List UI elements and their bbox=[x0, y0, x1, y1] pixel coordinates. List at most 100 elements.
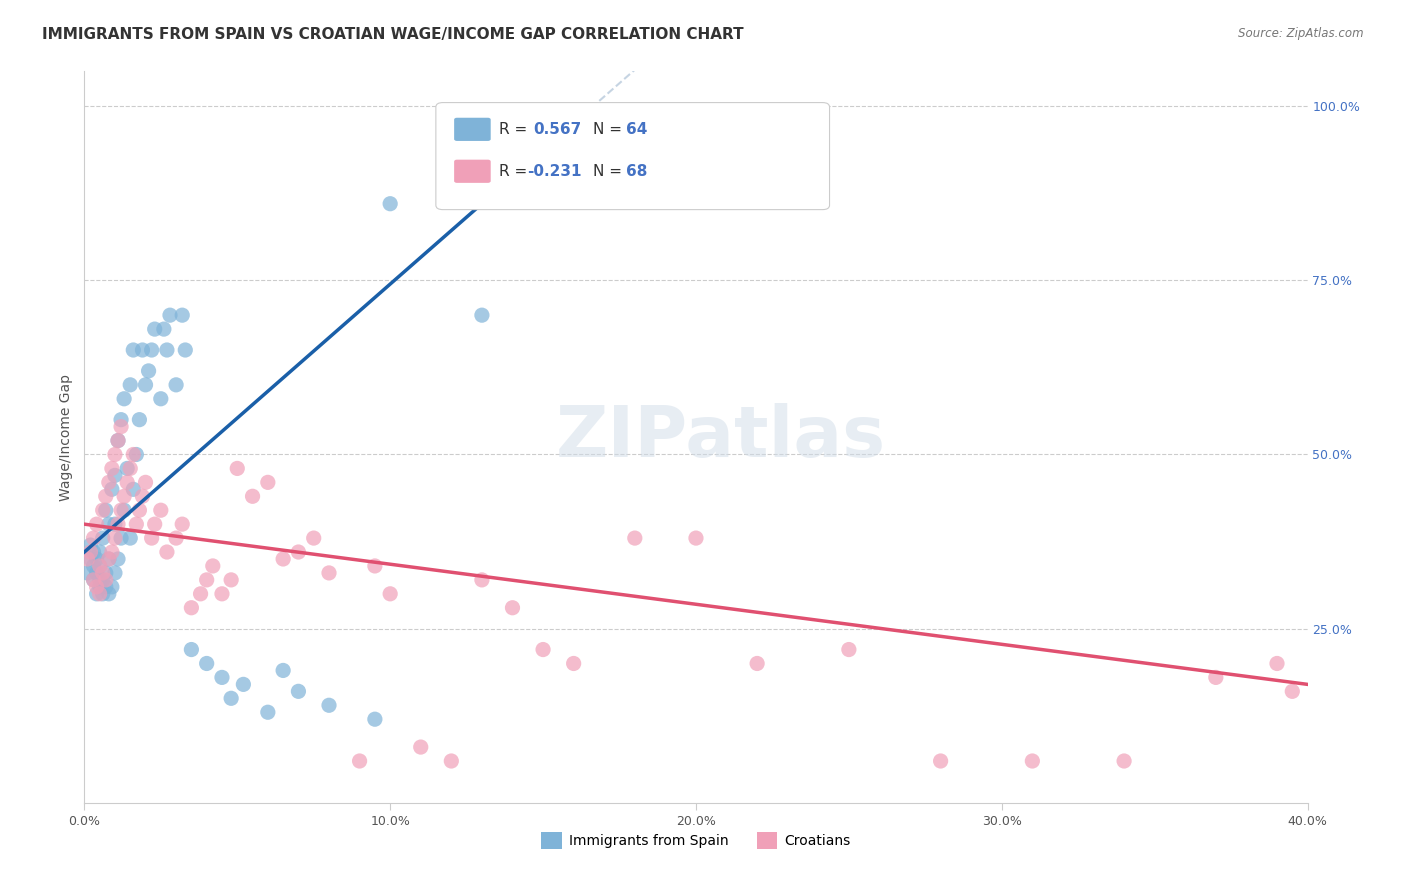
Point bbox=[104, 566, 127, 580]
Point bbox=[122, 448, 145, 462]
Point bbox=[380, 196, 402, 211]
Point bbox=[318, 698, 340, 713]
Point bbox=[219, 573, 242, 587]
Text: N =: N = bbox=[593, 122, 627, 136]
Point bbox=[76, 566, 98, 580]
Point bbox=[153, 322, 176, 336]
Point bbox=[97, 517, 120, 532]
Text: 68: 68 bbox=[626, 164, 647, 178]
Point bbox=[135, 475, 157, 490]
Point bbox=[128, 412, 150, 426]
Point bbox=[89, 545, 111, 559]
Point bbox=[91, 503, 114, 517]
Point bbox=[112, 503, 135, 517]
Point bbox=[226, 461, 249, 475]
Point bbox=[190, 587, 212, 601]
Point bbox=[232, 677, 254, 691]
Point bbox=[110, 419, 132, 434]
Point bbox=[380, 587, 402, 601]
Point bbox=[115, 475, 138, 490]
Point bbox=[83, 573, 105, 587]
Text: R =: R = bbox=[499, 164, 537, 178]
Point bbox=[287, 684, 309, 698]
Point bbox=[107, 517, 129, 532]
Text: Source: ZipAtlas.com: Source: ZipAtlas.com bbox=[1239, 27, 1364, 40]
Point bbox=[76, 552, 98, 566]
Legend: Immigrants from Spain, Croatians: Immigrants from Spain, Croatians bbox=[536, 826, 856, 855]
Point bbox=[143, 517, 166, 532]
Point bbox=[172, 517, 194, 532]
Point bbox=[79, 538, 101, 552]
Point bbox=[271, 552, 294, 566]
Point bbox=[101, 483, 124, 497]
Point bbox=[104, 531, 127, 545]
Point bbox=[94, 580, 117, 594]
Point bbox=[141, 343, 163, 357]
Point bbox=[110, 503, 132, 517]
Point bbox=[86, 566, 108, 580]
Point bbox=[318, 566, 340, 580]
Point bbox=[624, 531, 647, 545]
Point bbox=[83, 558, 105, 573]
Point bbox=[128, 503, 150, 517]
Point bbox=[135, 377, 157, 392]
Point bbox=[138, 364, 160, 378]
Point bbox=[257, 475, 280, 490]
Point bbox=[471, 573, 494, 587]
Point bbox=[502, 600, 524, 615]
Point bbox=[180, 642, 202, 657]
Y-axis label: Wage/Income Gap: Wage/Income Gap bbox=[59, 374, 73, 500]
Point bbox=[83, 531, 105, 545]
Point bbox=[195, 657, 218, 671]
Point bbox=[110, 412, 132, 426]
Point bbox=[156, 545, 179, 559]
Point bbox=[122, 483, 145, 497]
Point bbox=[89, 558, 111, 573]
Point bbox=[104, 517, 127, 532]
Point bbox=[91, 587, 114, 601]
Point bbox=[91, 566, 114, 580]
Point bbox=[409, 740, 432, 755]
Point bbox=[271, 664, 294, 678]
Text: ZIPatlas: ZIPatlas bbox=[555, 402, 886, 472]
Point bbox=[172, 308, 194, 322]
Point bbox=[201, 558, 224, 573]
Point bbox=[211, 587, 233, 601]
Point bbox=[107, 434, 129, 448]
Point bbox=[165, 531, 187, 545]
Point bbox=[91, 573, 114, 587]
Point bbox=[685, 531, 707, 545]
Point bbox=[89, 587, 111, 601]
Point bbox=[120, 461, 142, 475]
Point bbox=[302, 531, 325, 545]
Point bbox=[107, 434, 129, 448]
Point bbox=[149, 503, 172, 517]
Point bbox=[349, 754, 371, 768]
Point bbox=[159, 308, 181, 322]
Point bbox=[838, 642, 860, 657]
Point bbox=[110, 531, 132, 545]
Point bbox=[219, 691, 242, 706]
Point bbox=[86, 587, 108, 601]
Point bbox=[364, 558, 387, 573]
Point bbox=[180, 600, 202, 615]
Point bbox=[97, 552, 120, 566]
Point bbox=[89, 573, 111, 587]
Point bbox=[86, 552, 108, 566]
Point bbox=[120, 377, 142, 392]
Point bbox=[104, 448, 127, 462]
Point bbox=[120, 531, 142, 545]
Point bbox=[195, 573, 218, 587]
Point bbox=[112, 392, 135, 406]
Point bbox=[141, 531, 163, 545]
Point bbox=[211, 670, 233, 684]
Point bbox=[364, 712, 387, 726]
Point bbox=[440, 754, 463, 768]
Point bbox=[86, 517, 108, 532]
Point bbox=[101, 461, 124, 475]
Point bbox=[94, 573, 117, 587]
Point bbox=[562, 657, 585, 671]
Point bbox=[1281, 684, 1303, 698]
Point bbox=[101, 580, 124, 594]
Point bbox=[94, 503, 117, 517]
